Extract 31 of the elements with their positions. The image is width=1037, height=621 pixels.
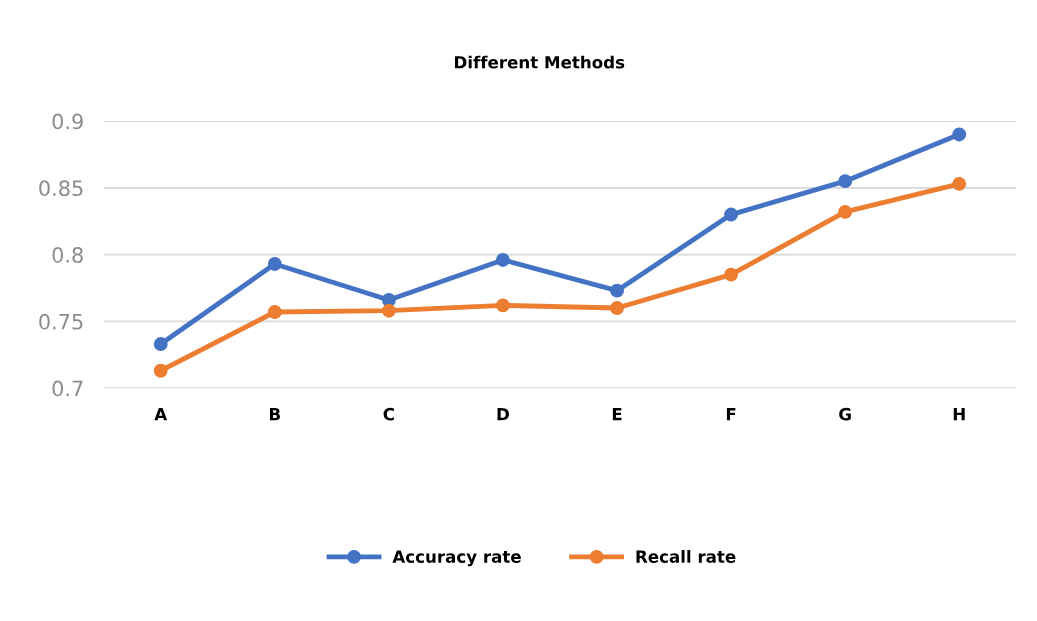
y-tick-label: 0.8: [52, 247, 83, 263]
x-tick-label: G: [839, 407, 851, 421]
chart-title: Different Methods: [455, 55, 625, 69]
y-tick-label: 0.9: [52, 113, 83, 130]
point: [267, 257, 282, 271]
legend-label: Accuracy rate: [392, 550, 521, 567]
y-tick-label: 0.75: [39, 313, 83, 330]
x-tick-label: H: [953, 408, 965, 421]
legend-label: Recall rate: [636, 549, 736, 563]
point: [495, 253, 510, 267]
point: [610, 283, 624, 298]
point: [838, 204, 853, 219]
point: [952, 176, 967, 191]
point: [838, 174, 853, 189]
x-tick-label: E: [612, 408, 622, 421]
x-tick-label: A: [154, 408, 168, 421]
point: [724, 267, 739, 282]
point: [153, 337, 168, 352]
point: [153, 363, 168, 378]
point: [610, 301, 624, 315]
x-tick-label: C: [383, 407, 394, 421]
point: [952, 127, 967, 142]
point: [495, 298, 510, 313]
y-tick-label: 0.7: [52, 380, 83, 397]
x-tick-label: D: [497, 408, 509, 421]
x-tick-label: B: [269, 408, 280, 421]
x-tick-label: F: [726, 408, 736, 421]
point: [381, 303, 396, 318]
point: [267, 305, 282, 319]
y-tick-label: 0.85: [39, 180, 83, 197]
point: [724, 207, 739, 222]
